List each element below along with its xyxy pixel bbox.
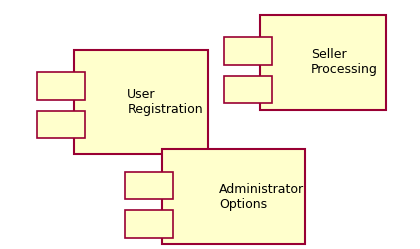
Bar <box>162 149 304 244</box>
Text: Administrator
Options: Administrator Options <box>219 183 304 211</box>
Bar <box>37 72 85 100</box>
Text: User
Registration: User Registration <box>127 88 203 116</box>
Bar <box>260 15 386 110</box>
Bar <box>125 210 173 238</box>
Text: Seller
Processing: Seller Processing <box>311 48 378 76</box>
Bar <box>224 37 272 65</box>
Bar <box>74 50 208 154</box>
Bar <box>37 111 85 138</box>
Bar <box>224 76 272 103</box>
Bar <box>125 172 173 199</box>
